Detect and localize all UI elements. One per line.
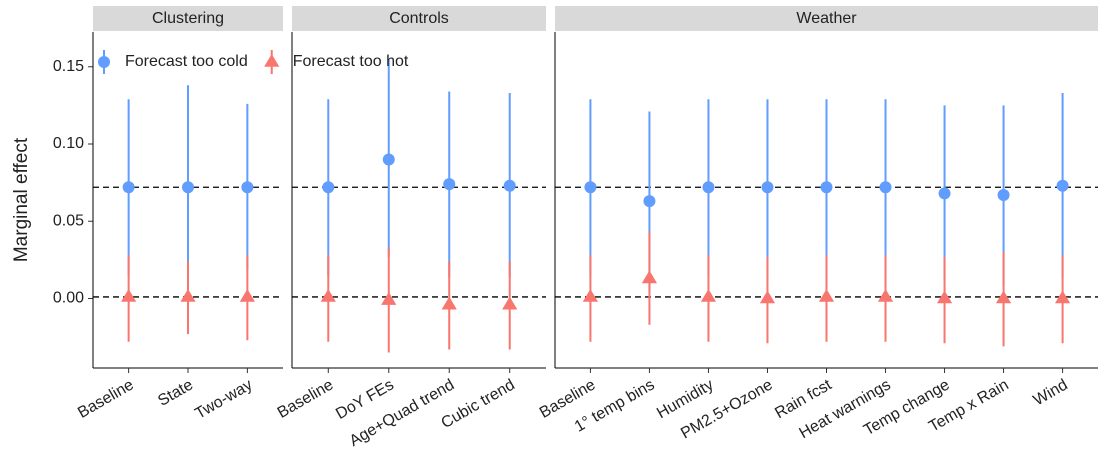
strip (93, 6, 283, 31)
y-tick-label: 0.10 (53, 135, 84, 152)
point (997, 188, 1010, 201)
point (382, 153, 395, 166)
y-tick-label: 0.15 (53, 58, 84, 75)
point (180, 288, 196, 302)
point (641, 270, 658, 284)
point (818, 288, 835, 302)
point (381, 292, 397, 305)
point (938, 187, 951, 200)
point (936, 290, 953, 304)
point (820, 181, 833, 194)
point (584, 181, 597, 194)
legend-marker (264, 54, 280, 67)
point (322, 181, 335, 194)
legend-label: Forecast too hot (293, 53, 409, 70)
point (443, 178, 456, 191)
point (700, 288, 717, 302)
strip-title: Weather (796, 10, 857, 27)
strip (555, 6, 1098, 31)
strip (292, 6, 546, 31)
strip-title: Controls (389, 10, 449, 27)
point (1054, 290, 1071, 304)
point (182, 181, 194, 194)
point (241, 181, 254, 194)
point (995, 290, 1012, 304)
x-tick-label: Wind (1031, 376, 1071, 409)
legend-label: Forecast too cold (125, 53, 248, 70)
point (121, 288, 137, 302)
y-tick-label: 0.05 (53, 212, 84, 229)
point (320, 288, 336, 302)
point (503, 179, 516, 192)
point (877, 288, 894, 302)
strip-title: Clustering (152, 10, 224, 27)
x-tick-label: Age+Quad trend (347, 376, 458, 450)
point (879, 181, 892, 194)
x-tick-label: Baseline (275, 376, 337, 421)
x-tick-label: State (155, 376, 196, 409)
point (643, 195, 656, 208)
point (502, 296, 518, 310)
point (761, 181, 774, 194)
x-tick-label: Baseline (75, 376, 137, 421)
point (759, 290, 776, 304)
point (1056, 179, 1069, 192)
point (239, 288, 255, 302)
point (441, 296, 457, 310)
point (702, 181, 715, 194)
legend-marker (98, 56, 110, 68)
x-tick-label: Two-way (192, 376, 255, 422)
y-tick-label: 0.00 (53, 290, 84, 307)
y-axis-label: Marginal effect (11, 137, 32, 262)
point (122, 181, 135, 194)
point (582, 288, 599, 302)
